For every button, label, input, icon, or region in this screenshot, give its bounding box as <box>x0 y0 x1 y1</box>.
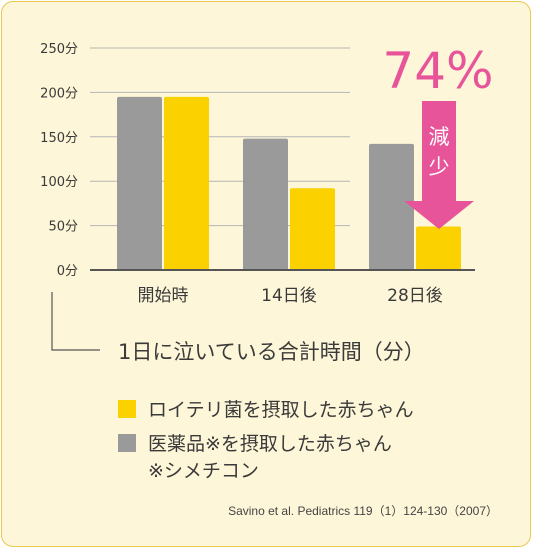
y-tick-label: 100分 <box>40 175 78 190</box>
x-category-label: 14日後 <box>261 286 317 306</box>
y-tick-label: 0分 <box>57 264 78 279</box>
legend-label-reuteri: ロイテリ菌を摂取した赤ちゃん <box>148 399 414 421</box>
bar-medicine <box>117 96 162 270</box>
x-category-label: 28日後 <box>387 286 443 306</box>
legend-footnote: ※シメチコン <box>148 460 259 482</box>
legend-item-reuteri: ロイテリ菌を摂取した赤ちゃん <box>118 395 414 422</box>
legend-swatch-yellow <box>118 399 136 418</box>
y-tick-label: 50分 <box>48 220 78 235</box>
bar-reuteri <box>290 188 335 270</box>
y-tick-label: 200分 <box>40 86 78 101</box>
x-axis-title: 1日に泣いている合計時間（分） <box>118 340 425 364</box>
bar-reuteri <box>164 96 209 270</box>
x-category-label: 開始時 <box>138 286 189 306</box>
reduction-label-top: 減 <box>429 125 450 149</box>
legend-swatch-gray <box>118 433 136 452</box>
reduction-label-bottom: 少 <box>429 155 450 179</box>
citation: Savino et al. Pediatrics 119（1）124-130（2… <box>228 504 498 518</box>
axis-label-connector <box>51 292 100 351</box>
legend-item-medicine: 医薬品※を摂取した赤ちゃん <box>118 429 392 456</box>
reduction-percent: 74% <box>382 42 493 100</box>
bar-medicine <box>243 138 288 270</box>
bar-medicine <box>369 143 414 270</box>
arrow-shaft <box>422 101 456 201</box>
bar-reuteri <box>416 226 461 270</box>
arrow-head <box>404 201 474 229</box>
legend-label-medicine: 医薬品※を摂取した赤ちゃん <box>148 433 392 455</box>
reduction-arrow: 減 少 <box>404 101 474 229</box>
y-tick-label: 250分 <box>40 42 78 57</box>
y-tick-label: 150分 <box>40 131 78 146</box>
